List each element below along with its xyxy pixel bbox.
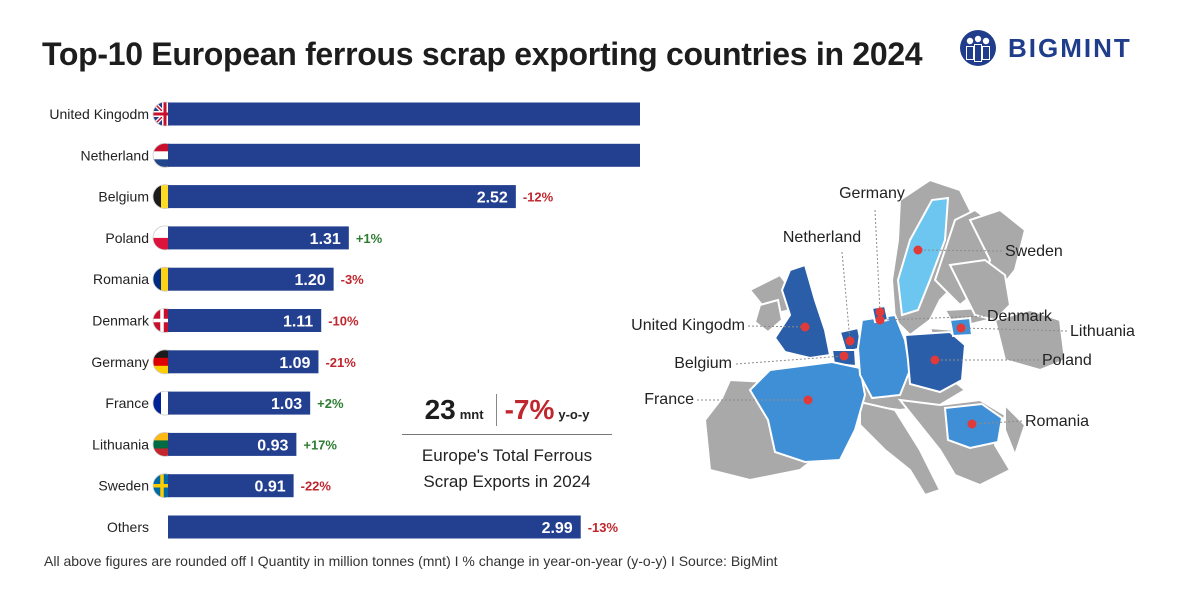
category-label: United Kingodm [49,106,149,122]
category-label: Germany [91,354,149,370]
summary-change-unit: y-o-y [558,407,590,422]
bar [168,143,640,167]
bar-row: France 1.03 +2% [105,390,344,416]
summary-change: -7% [504,394,555,425]
bar-row: Germany 1.09 -21% [91,349,356,375]
bar-row: Sweden 0.91 -22% [98,473,332,499]
category-label: Romania [93,271,149,287]
bar-value-label: 1.31 [310,231,341,248]
summary-total-unit: mnt [459,407,484,422]
bar [168,515,581,539]
map-marker [839,351,849,361]
summary-box: 23 mnt -7% y-o-y Europe's Total Ferrous … [402,394,612,495]
map-marker [845,336,855,346]
map-country-label: Netherland [783,229,861,246]
map-country-label: Denmark [987,308,1053,325]
bar [168,309,322,332]
brand-logo: BIGMINT [958,28,1132,68]
change-label: -13% [588,520,619,535]
category-label: France [105,395,149,411]
category-label: Lithuania [92,436,149,452]
bar-row: Denmark 1.11 -10% [92,308,359,333]
map-marker [930,355,940,365]
change-label: -22% [301,479,332,494]
map-marker [913,245,923,255]
bar-value-label: 2.52 [477,190,508,207]
summary-caption-2: Scrap Exports in 2024 [423,472,591,491]
bar-value-label: 1.09 [279,355,310,372]
map-country-label: Romania [1025,413,1089,430]
sweden-map-region [896,196,950,317]
germany-map-region [856,313,912,400]
bar-row: Netherland3.80-6% [81,142,640,168]
bar-value-label: 1.03 [271,396,302,413]
bar-value-label: 2.99 [542,520,573,537]
map-marker [800,322,810,332]
france-map-region [748,360,867,464]
map-marker [875,307,885,317]
change-label: -10% [328,314,359,329]
europe-map: Germany Netherland Sweden United Kingodm Den… [631,178,1135,497]
change-label: +2% [317,396,344,411]
bar-value-label: 1.11 [283,314,313,331]
category-label: Belgium [98,189,149,205]
map-leader-line [747,325,806,328]
map-country-label: Germany [839,185,905,202]
change-label: -21% [325,355,356,370]
bigmint-logo-icon [960,30,996,66]
map-leader-line [884,315,986,321]
map-country-label: United Kingodm [631,317,745,334]
change-label: -3% [341,272,365,287]
footer-note: All above figures are rounded off I Quan… [44,553,778,569]
change-label: +1% [356,231,383,246]
bar-row: Lithuania 0.93 +17% [92,431,337,457]
bar [168,474,294,498]
bar [168,267,334,291]
bar-value-label: 0.93 [257,437,288,454]
bar [168,391,311,415]
bar [168,226,349,250]
map-leader-line [841,251,851,342]
bar [168,102,640,126]
map-country-label: Poland [1042,352,1092,369]
bar-value-label: 0.91 [254,479,285,496]
map-leader-line [962,327,1068,332]
map-country-label: Lithuania [1070,323,1135,340]
bar [168,350,319,374]
map-marker [875,315,885,325]
bar-row: United Kingodm6.10-2% [49,101,640,127]
bar [168,432,297,456]
summary-caption-1: Europe's Total Ferrous [421,446,593,465]
map-marker [956,323,966,333]
change-label: +17% [303,437,337,452]
category-label: Denmark [92,313,150,329]
category-label: Sweden [98,478,149,494]
summary-total: 23 [424,394,456,425]
map-country-label: Sweden [1005,243,1063,260]
map-country-label: France [644,391,694,408]
category-label: Others [107,519,149,535]
map-leader-line [973,420,1023,425]
bar-row: Belgium 2.52 -12% [98,184,554,210]
category-label: Poland [105,230,149,246]
uk-map-region [773,263,832,360]
bar [168,185,516,209]
map-marker [967,419,977,429]
category-label: Netherland [81,147,150,163]
bar-value-label: 1.20 [294,272,325,289]
summary-divider [495,394,497,426]
map-leader-line [874,209,881,313]
bar-row: Others 2.99 -13% [107,515,619,539]
bar-chart: United Kingodm6.10-2% Netherland3.80-6% Be… [49,101,640,539]
brand-name: BIGMINT [1008,32,1132,63]
ireland-map-region [753,298,784,334]
map-country-label: Belgium [674,355,732,372]
map-labels: Germany Netherland Sweden United Kingodm Den… [631,185,1135,430]
bar-row: Poland 1.31 +1% [105,225,383,251]
summary-rule [402,434,612,435]
chart-title: Top-10 European ferrous scrap exporting … [42,36,923,72]
bar-row: Romania 1.20 -3% [93,266,365,292]
map-marker [803,395,813,405]
change-label: -12% [523,190,554,205]
